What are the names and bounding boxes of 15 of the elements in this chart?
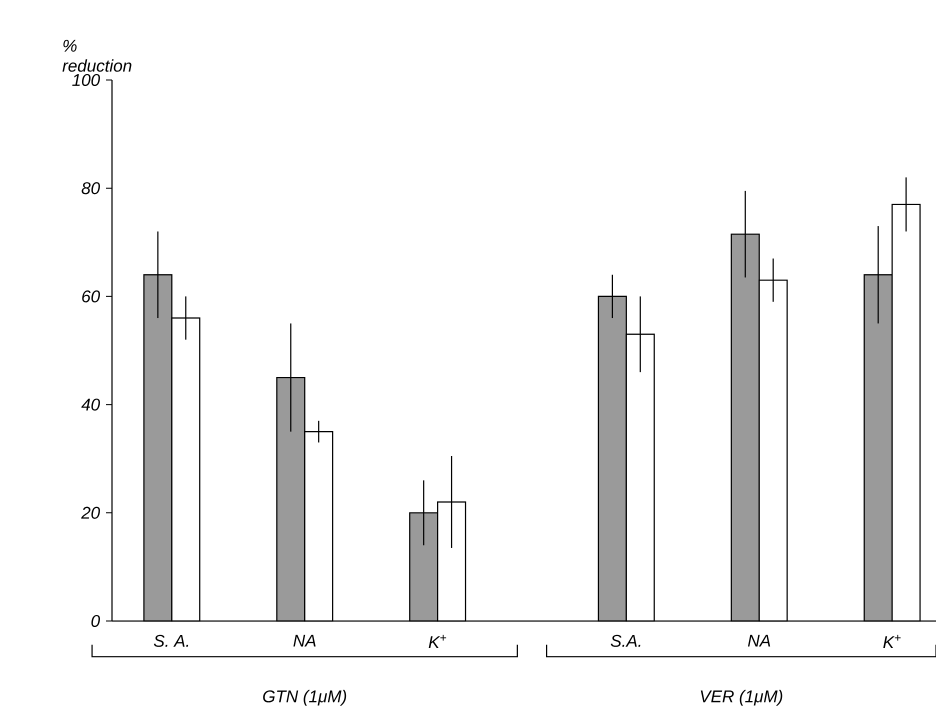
y-tick-label: 60 (82, 290, 100, 302)
y-tick-label: 40 (81, 398, 100, 411)
y-tick-label: 0 (91, 614, 100, 628)
text: VER (1μM) (700, 690, 782, 706)
y-tick-label: 80 (82, 182, 100, 194)
x-tick-label: K$^{+}$ (883, 634, 901, 648)
x-tick-label: S.A. (610, 634, 640, 647)
y-tick-label: 100 (72, 74, 100, 86)
text: GTN (1μM) (263, 690, 346, 706)
x-tick-label: K$^{+}$ (428, 634, 446, 648)
y-axis-title: % reduction (62, 40, 132, 72)
x-tick-label: NA (748, 634, 770, 647)
x-tick-label: S. A. (154, 634, 188, 647)
y-tick-label: 20 (81, 506, 100, 519)
x-tick-label: NA (293, 634, 316, 647)
